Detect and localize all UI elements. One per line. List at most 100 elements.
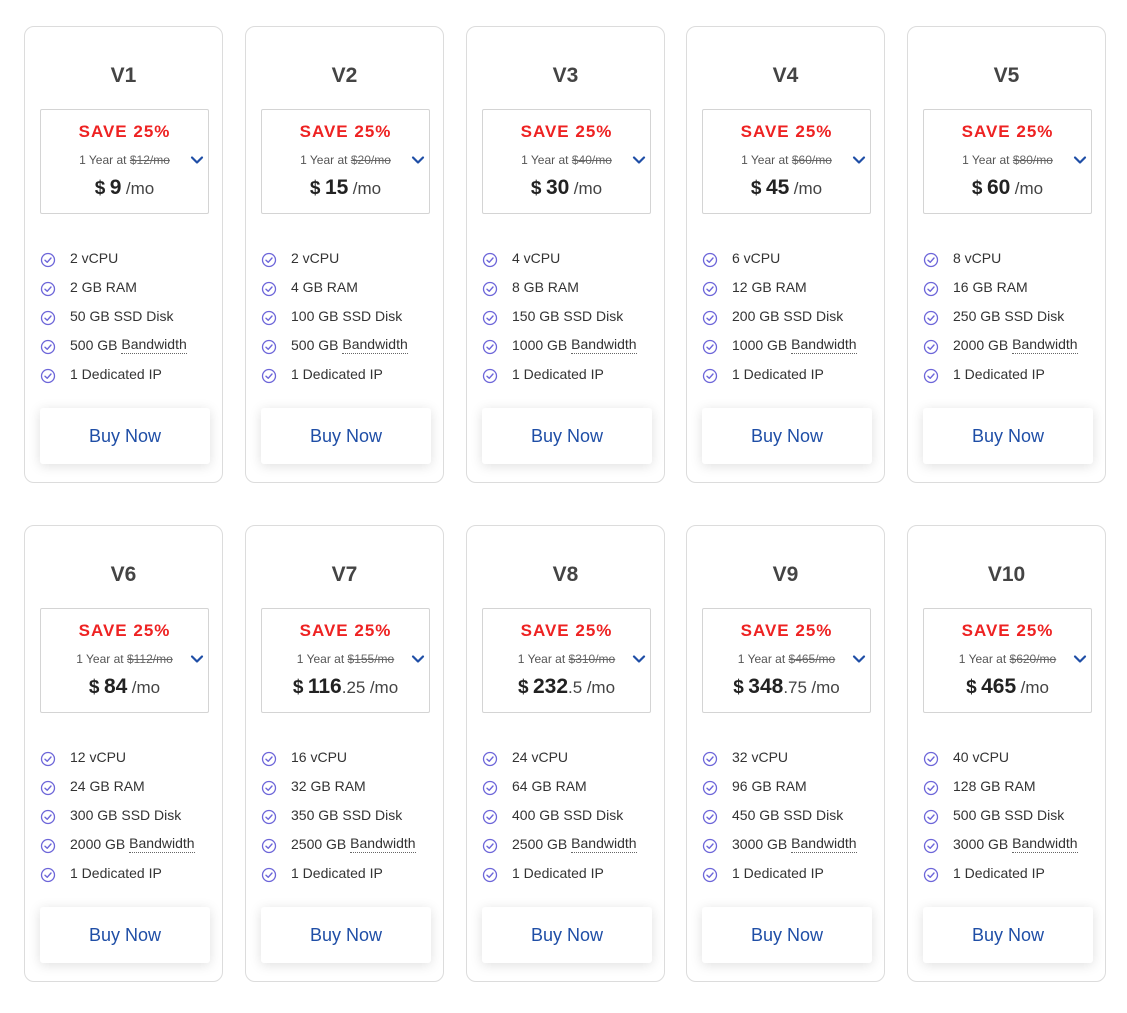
currency-symbol: $ [966,677,977,698]
check-circle-icon [702,751,718,766]
check-circle-icon [261,780,277,795]
billing-term-selector[interactable]: SAVE 25% 1 Year at $12/mo $ 9 /mo [40,109,209,214]
plan-name: V10 [987,563,1026,586]
feature-text: 250 GB SSD Disk [953,307,1065,324]
feature-item: 300 GB SSD Disk [40,800,195,829]
chevron-down-icon[interactable] [632,653,646,665]
feature-item: 16 GB RAM [923,272,1078,301]
billing-term: 1 Year at $620/mo [924,652,1091,666]
original-price: $20/mo [350,153,391,167]
buy-now-button[interactable]: Buy Now [482,907,652,963]
check-circle-icon [261,281,277,296]
price-period: /mo [131,678,161,697]
bandwidth-tooltip-term[interactable]: Bandwidth [129,834,195,853]
currency-symbol: $ [292,677,304,698]
currency-symbol: $ [530,178,542,199]
feature-text: 1 Dedicated IP [70,365,162,382]
feature-item: 500 GB SSD Disk [923,800,1078,829]
chevron-down-icon[interactable] [852,653,866,665]
bandwidth-tooltip-term[interactable]: Bandwidth [571,834,637,853]
billing-term-selector[interactable]: SAVE 25% 1 Year at $20/mo $ 15 /mo [261,109,430,214]
chevron-down-icon[interactable] [852,154,866,166]
billing-term-selector[interactable]: SAVE 25% 1 Year at $310/mo $ 232.5 /mo [482,608,651,713]
original-price: $310/mo [568,652,616,666]
term-label: 1 Year at [958,652,1007,666]
price-period: /mo [1014,179,1044,198]
check-circle-icon [482,867,498,882]
chevron-down-icon[interactable] [1073,154,1087,166]
save-badge: SAVE 25% [740,122,833,141]
feature-text: 4 GB RAM [291,278,358,295]
billing-term-selector[interactable]: SAVE 25% 1 Year at $465/mo $ 348.75 /mo [702,608,871,713]
currency-symbol: $ [309,178,321,199]
term-label: 1 Year at [79,153,127,167]
buy-now-button[interactable]: Buy Now [261,408,431,464]
buy-now-button[interactable]: Buy Now [702,907,872,963]
bandwidth-tooltip-term[interactable]: Bandwidth [350,834,416,853]
price-period: /mo [573,179,603,198]
buy-now-button[interactable]: Buy Now [702,408,872,464]
check-circle-icon [261,809,277,824]
bandwidth-tooltip-term[interactable]: Bandwidth [121,335,187,354]
price-cents: .25 [341,678,366,697]
buy-now-button[interactable]: Buy Now [923,408,1093,464]
feature-item: 2000 GB Bandwidth [40,829,195,858]
save-badge: SAVE 25% [299,621,392,640]
original-price: $620/mo [1009,652,1057,666]
buy-now-button[interactable]: Buy Now [40,408,210,464]
feature-text: 32 vCPU [732,748,789,765]
check-circle-icon [40,339,56,354]
billing-term-selector[interactable]: SAVE 25% 1 Year at $80/mo $ 60 /mo [923,109,1092,214]
chevron-down-icon[interactable] [190,653,204,665]
feature-text: 150 GB SSD Disk [512,307,624,324]
billing-term-selector[interactable]: SAVE 25% 1 Year at $620/mo $ 465 /mo [923,608,1092,713]
buy-now-button[interactable]: Buy Now [261,907,431,963]
check-circle-icon [482,368,498,383]
bandwidth-tooltip-term[interactable]: Bandwidth [1012,335,1078,354]
check-circle-icon [482,838,498,853]
price-period: /mo [811,678,840,697]
chevron-down-icon[interactable] [411,653,425,665]
feature-item: 1000 GB Bandwidth [702,330,857,359]
bandwidth-tooltip-term[interactable]: Bandwidth [571,335,637,354]
feature-item: 100 GB SSD Disk [261,301,408,330]
billing-term-selector[interactable]: SAVE 25% 1 Year at $60/mo $ 45 /mo [702,109,871,214]
original-price: $465/mo [788,652,836,666]
chevron-down-icon[interactable] [190,154,204,166]
term-label: 1 Year at [962,153,1010,167]
feature-item: 450 GB SSD Disk [702,800,857,829]
feature-item: 8 GB RAM [482,272,637,301]
billing-term-selector[interactable]: SAVE 25% 1 Year at $40/mo $ 30 /mo [482,109,651,214]
buy-now-button[interactable]: Buy Now [923,907,1093,963]
feature-item: 12 GB RAM [702,272,857,301]
billing-term: 1 Year at $155/mo [262,652,429,666]
billing-term-selector[interactable]: SAVE 25% 1 Year at $112/mo $ 84 /mo [40,608,209,713]
feature-text: 2 vCPU [291,249,340,266]
feature-item: 3000 GB Bandwidth [923,829,1078,858]
billing-term-selector[interactable]: SAVE 25% 1 Year at $155/mo $ 116.25 /mo [261,608,430,713]
buy-now-button[interactable]: Buy Now [40,907,210,963]
feature-item: 2500 GB Bandwidth [482,829,637,858]
term-label: 1 Year at [521,153,569,167]
feature-text: 24 vCPU [512,748,569,765]
feature-item: 500 GB Bandwidth [40,330,187,359]
bandwidth-tooltip-term[interactable]: Bandwidth [342,335,408,354]
feature-text: 12 vCPU [70,748,127,765]
bandwidth-tooltip-term[interactable]: Bandwidth [791,834,857,853]
bandwidth-tooltip-term[interactable]: Bandwidth [1012,834,1078,853]
chevron-down-icon[interactable] [1073,653,1087,665]
chevron-down-icon[interactable] [411,154,425,166]
plan-card-v3: V3 SAVE 25% 1 Year at $40/mo $ 30 /mo 4 … [466,26,665,483]
feature-text: 1 Dedicated IP [953,864,1045,881]
plan-name: V3 [552,64,579,87]
chevron-down-icon[interactable] [632,154,646,166]
currency-symbol: $ [750,178,762,199]
feature-list: 6 vCPU 12 GB RAM 200 GB SSD Disk 1000 GB… [702,243,857,388]
bandwidth-tooltip-term[interactable]: Bandwidth [791,335,857,354]
check-circle-icon [702,368,718,383]
buy-now-button[interactable]: Buy Now [482,408,652,464]
currency-symbol: $ [94,178,106,199]
feature-text: 6 vCPU [732,249,781,266]
price-cents: .75 [783,678,807,697]
plan-card-v7: V7 SAVE 25% 1 Year at $155/mo $ 116.25 /… [245,525,444,982]
